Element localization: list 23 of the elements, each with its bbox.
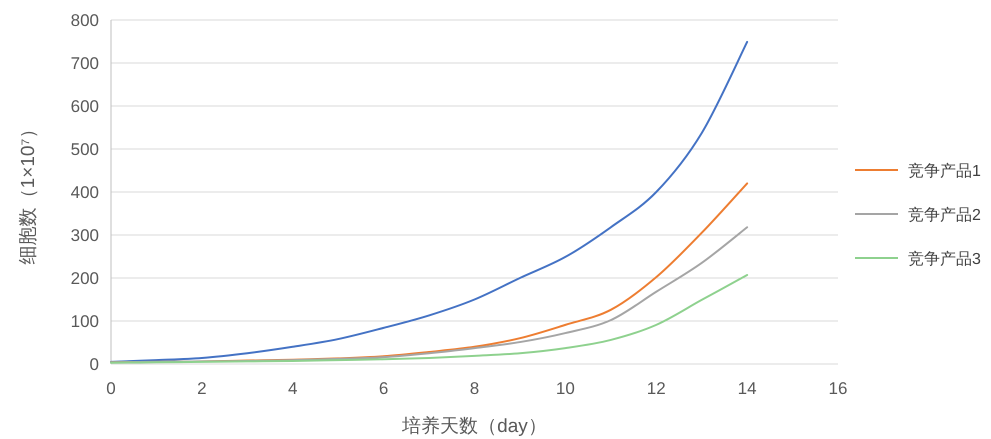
legend-label: 竞争产品3 xyxy=(908,250,981,268)
x-tick-label: 4 xyxy=(288,379,298,398)
x-tick-label: 10 xyxy=(556,379,575,398)
y-tick-label: 300 xyxy=(70,226,99,245)
legend-label: 竞争产品1 xyxy=(908,162,981,180)
y-tick-label: 400 xyxy=(70,183,99,202)
y-tick-label: 600 xyxy=(70,97,99,116)
y-tick-label: 100 xyxy=(70,312,99,331)
x-tick-label: 6 xyxy=(378,379,388,398)
y-tick-label: 0 xyxy=(90,355,99,374)
x-tick-label: 14 xyxy=(738,379,757,398)
x-tick-label: 12 xyxy=(646,379,666,398)
x-axis-title: 培养天数（day） xyxy=(401,415,547,437)
y-tick-label: 500 xyxy=(70,140,99,159)
x-tick-label: 16 xyxy=(828,379,848,398)
x-tick-label: 8 xyxy=(470,379,480,398)
y-axis-title: 细胞数（1×10⁷） xyxy=(18,120,39,264)
y-tick-label: 800 xyxy=(70,11,99,30)
x-tick-label: 2 xyxy=(197,379,207,398)
y-tick-label: 200 xyxy=(70,269,99,288)
y-tick-label: 700 xyxy=(70,54,99,73)
x-tick-label: 0 xyxy=(106,379,116,398)
legend-label: 竞争产品2 xyxy=(908,206,981,224)
